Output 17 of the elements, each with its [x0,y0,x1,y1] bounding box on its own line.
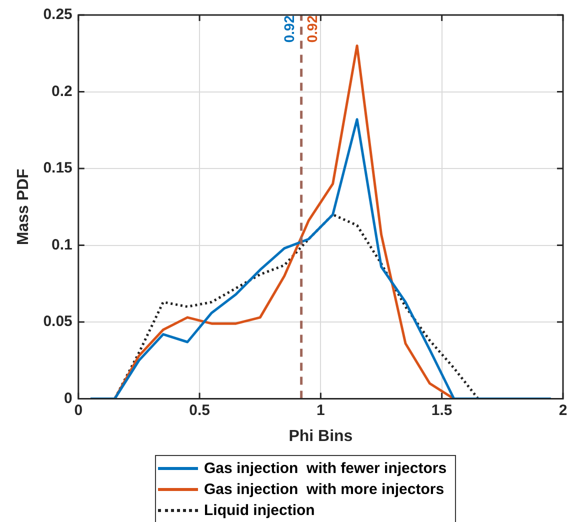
y-axis-title: Mass PDF [15,168,32,246]
y-tick-label: 0.1 [52,236,72,254]
x-tick-label: 1.5 [431,402,452,419]
y-tick-label: 0.25 [43,6,72,24]
x-tick-label: 2 [558,402,568,419]
x-tick-label: 1 [316,402,325,419]
annotation: 0.92 [304,15,320,43]
legend-label: Gas injection with more injectors [204,480,444,500]
legend-label: Liquid injection [204,501,315,521]
y-tick-label: 0.2 [52,82,72,100]
annotation: 0.92 [281,15,298,43]
y-tick-label: 0.15 [43,160,72,177]
legend-label: Gas injection with fewer injectors [204,459,447,479]
y-tick-label: 0 [64,390,72,407]
y-tick-label: 0.05 [43,313,72,330]
x-tick-label: 0.5 [189,402,210,419]
x-axis-title: Phi Bins [288,428,353,445]
